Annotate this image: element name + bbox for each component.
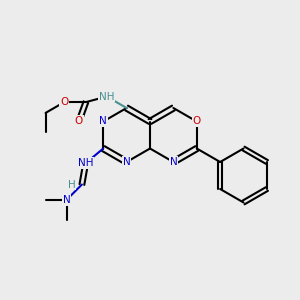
Text: O: O — [60, 97, 68, 107]
Text: NH: NH — [78, 158, 93, 168]
Text: O: O — [75, 116, 83, 126]
Text: NH: NH — [99, 92, 115, 101]
Text: H: H — [68, 179, 75, 190]
Text: N: N — [169, 157, 177, 167]
Text: N: N — [63, 195, 70, 205]
Text: N: N — [99, 116, 107, 127]
Text: N: N — [123, 157, 130, 167]
Text: O: O — [193, 116, 201, 127]
